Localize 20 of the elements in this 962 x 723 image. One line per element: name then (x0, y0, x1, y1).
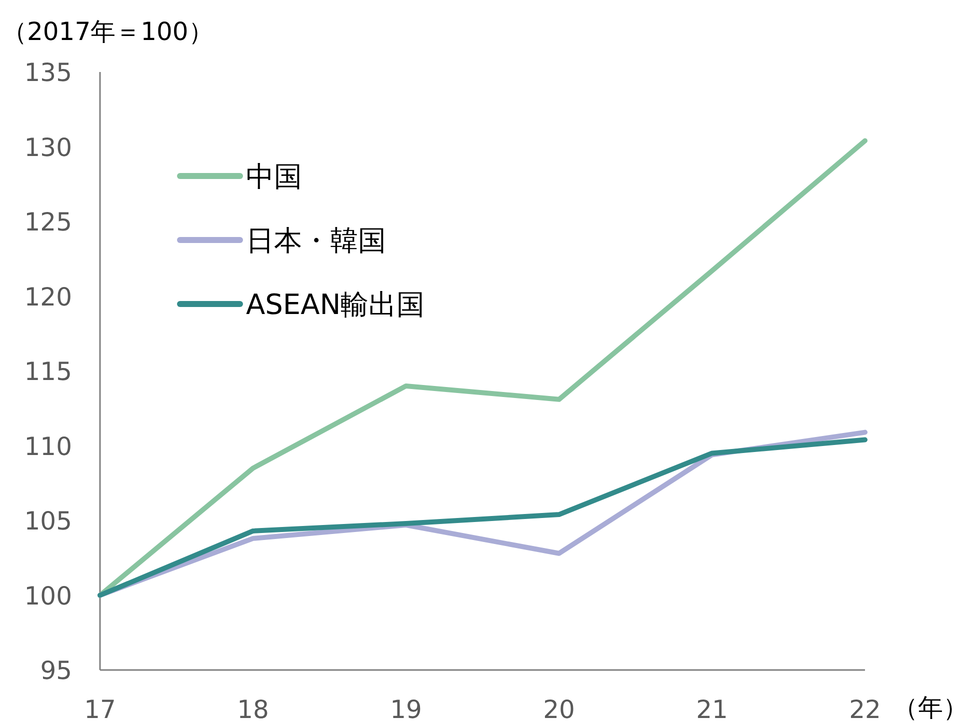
y-tick-label: 120 (24, 282, 72, 312)
y-tick-label: 105 (24, 506, 72, 536)
x-tick-label: 22 (849, 695, 881, 723)
y-axis-title: （2017年＝100） (2, 17, 214, 46)
legend-label: ASEAN輸出国 (246, 288, 425, 321)
x-tick-label: 20 (543, 695, 575, 723)
y-tick-label: 110 (24, 432, 72, 461)
y-tick-label: 125 (24, 208, 72, 236)
legend-label: 日本・韓国 (246, 224, 386, 257)
legend-label: 中国 (246, 160, 302, 193)
x-tick-label: 21 (696, 695, 728, 723)
x-tick-label: 19 (390, 695, 422, 723)
y-tick-label: 115 (24, 357, 72, 386)
y-tick-label: 100 (24, 581, 72, 610)
x-tick-label: 17 (84, 695, 116, 723)
y-tick-label: 130 (24, 132, 72, 162)
x-axis-title: （年） (893, 693, 962, 722)
x-tick-label: 18 (237, 695, 269, 723)
y-tick-label: 135 (24, 58, 72, 87)
y-tick-label: 95 (40, 656, 72, 685)
